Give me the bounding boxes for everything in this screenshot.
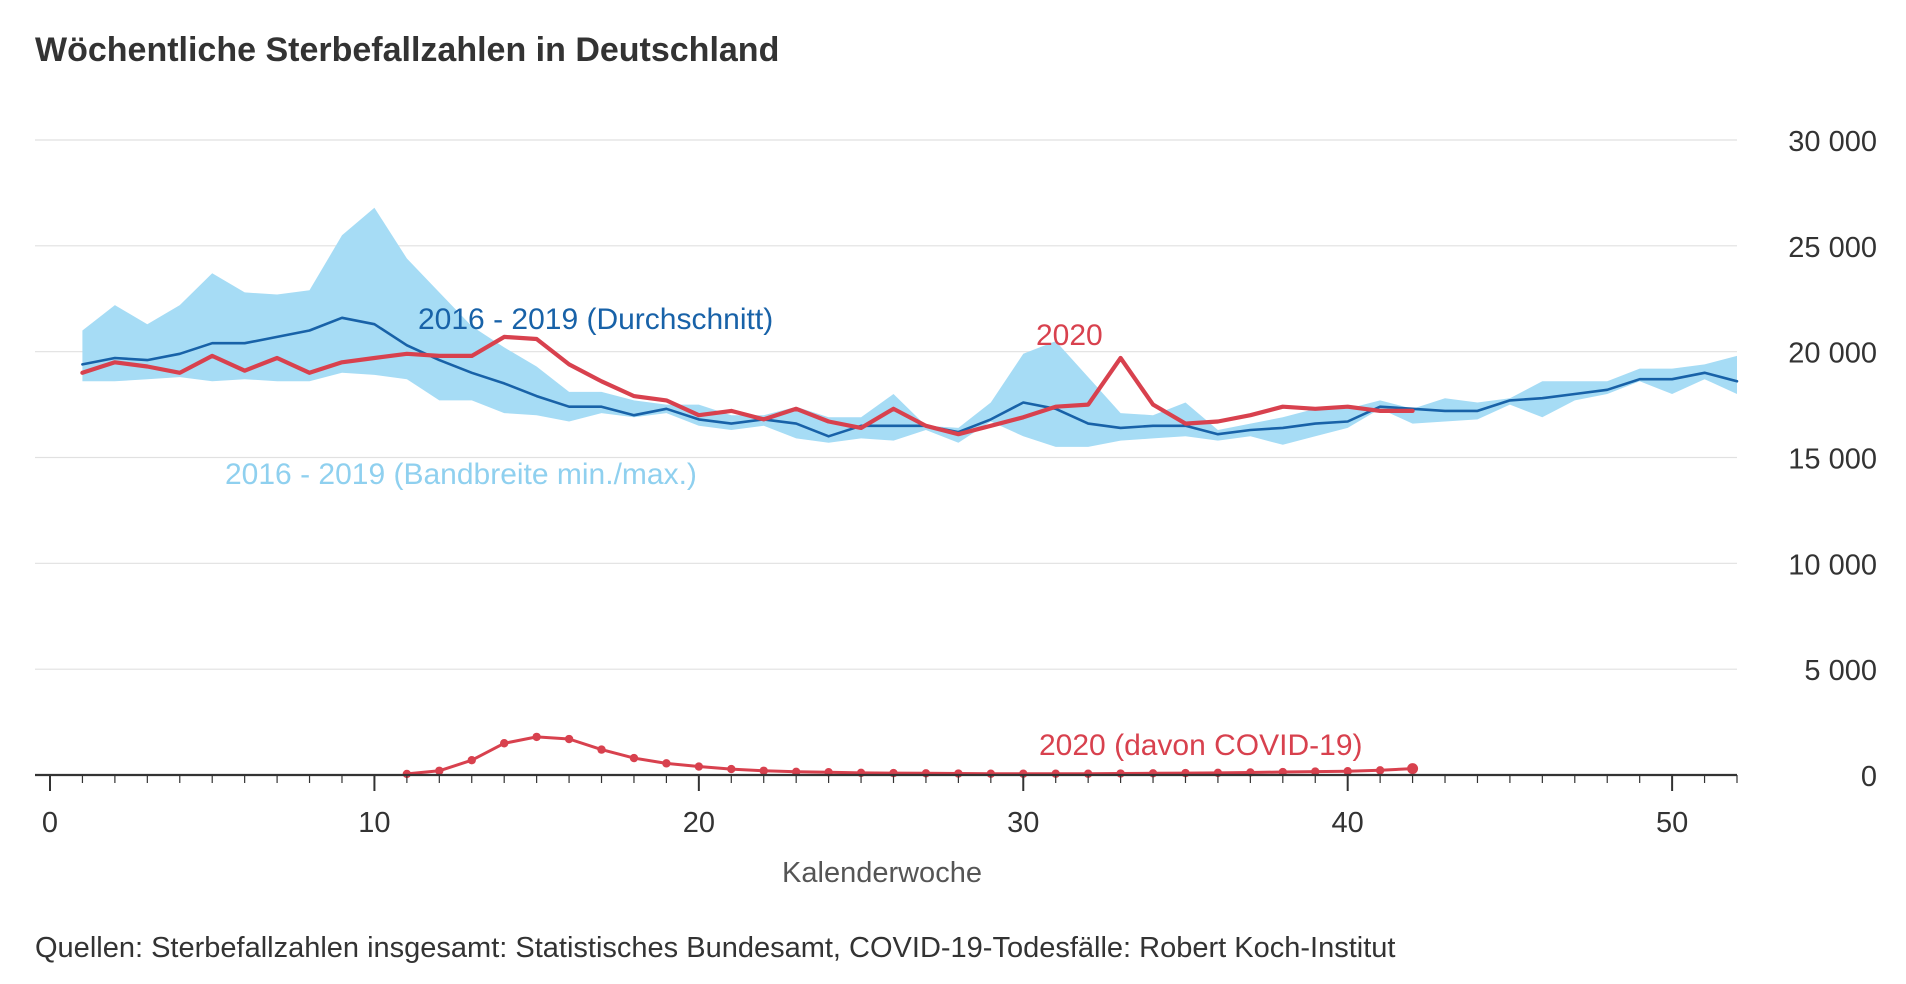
y-tick-labels: 0 5 000 10 000 15 000 20 000 25 000 30 000 [1788,126,1877,793]
label-band: 2016 - 2019 (Bandbreite min./max.) [225,458,697,491]
covid-data-point [694,762,704,771]
chart-title: Wöchentliche Sterbefallzahlen in Deutsch… [35,31,779,69]
y-tick-label: 30 000 [1788,126,1877,158]
y-tick-label: 25 000 [1788,232,1877,264]
band-area [82,207,1737,447]
y-tick-label: 20 000 [1788,338,1877,370]
covid-data-point [662,759,671,768]
series-labels: 2016 - 2019 (Durchschnitt) 2016 - 2019 (B… [225,303,1363,762]
x-tick-labels: 0 10 20 30 40 50 [42,807,1688,839]
x-tick-label: 20 [683,807,715,839]
series-lines [80,316,1739,779]
x-axis [35,773,1738,791]
covid-data-point [1375,766,1385,775]
covid-data-point [435,766,444,775]
y-tick-label: 5 000 [1804,655,1877,687]
label-average: 2016 - 2019 (Durchschnitt) [418,303,773,336]
series-line-average [81,316,1739,438]
covid-data-point [759,766,768,775]
x-tick-label: 30 [1007,807,1039,839]
covid-data-point [499,739,509,748]
covid-data-point [1407,763,1419,775]
x-tick-label: 50 [1656,807,1688,839]
x-tick-label: 40 [1332,807,1364,839]
y-tick-label: 0 [1861,761,1877,793]
x-tick-label: 0 [42,807,58,839]
covid-data-point [532,732,541,742]
label-2020: 2020 [1036,319,1103,352]
covid-data-point [1311,767,1320,776]
covid-data-point [564,734,574,744]
covid-data-point [727,764,736,774]
series-line-covid [405,735,1415,776]
source-note: Quellen: Sterbefallzahlen insgesamt: Sta… [35,932,1395,964]
y-tick-label: 10 000 [1788,549,1877,581]
series-line-2020 [80,334,1415,437]
covid-data-point [629,753,639,763]
x-axis-label: Kalenderwoche [782,857,982,889]
covid-data-point [597,745,606,754]
band-min-max [82,207,1737,447]
label-covid: 2020 (davon COVID-19) [1039,729,1363,762]
x-tick-label: 10 [358,807,390,839]
y-tick-label: 15 000 [1788,444,1877,476]
covid-data-point [1343,766,1352,776]
covid-data-point [467,755,476,765]
